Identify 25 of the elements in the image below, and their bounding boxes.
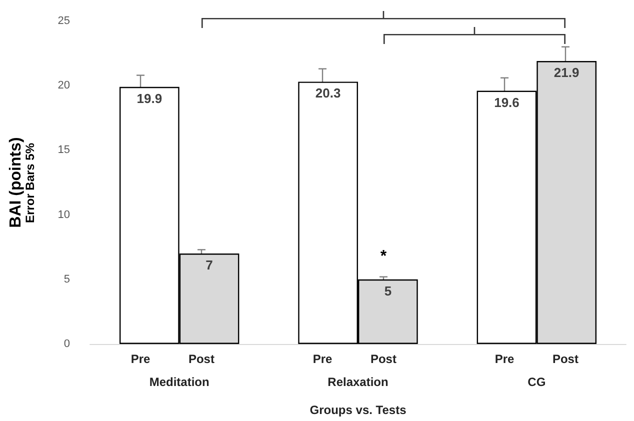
x-tick-label: Relaxation xyxy=(328,375,388,389)
series-label: Post xyxy=(188,352,214,366)
y-tick-label: 0 xyxy=(64,338,70,350)
text: Pre xyxy=(312,352,332,366)
data-label: 21.9 xyxy=(554,65,580,80)
data-label: 20.3 xyxy=(315,86,341,101)
y-tick-label: 25 xyxy=(58,15,70,27)
y-axis-title: BAI (points) xyxy=(8,137,24,228)
series-label: Pre xyxy=(130,352,151,366)
text: Post xyxy=(370,352,396,366)
y-tick-label: 15 xyxy=(58,144,70,156)
text: Error Bars 5% xyxy=(23,142,37,224)
data-label: 5 xyxy=(384,283,392,298)
data-label: 19.6 xyxy=(494,94,520,110)
x-tick-label: Meditation xyxy=(149,375,210,389)
data-label: 19.9 xyxy=(136,90,162,106)
text: Pre xyxy=(494,352,514,366)
y-tick-label: 20 xyxy=(58,80,70,92)
text: Post xyxy=(552,352,578,366)
x-tick-label: CG xyxy=(528,375,546,389)
annotation: * xyxy=(380,248,388,265)
x-axis-title: Groups vs. Tests xyxy=(310,403,407,417)
y-tick-label: 5 xyxy=(64,273,70,286)
data-label: 7 xyxy=(206,258,213,273)
y-tick-label: 10 xyxy=(58,208,70,221)
